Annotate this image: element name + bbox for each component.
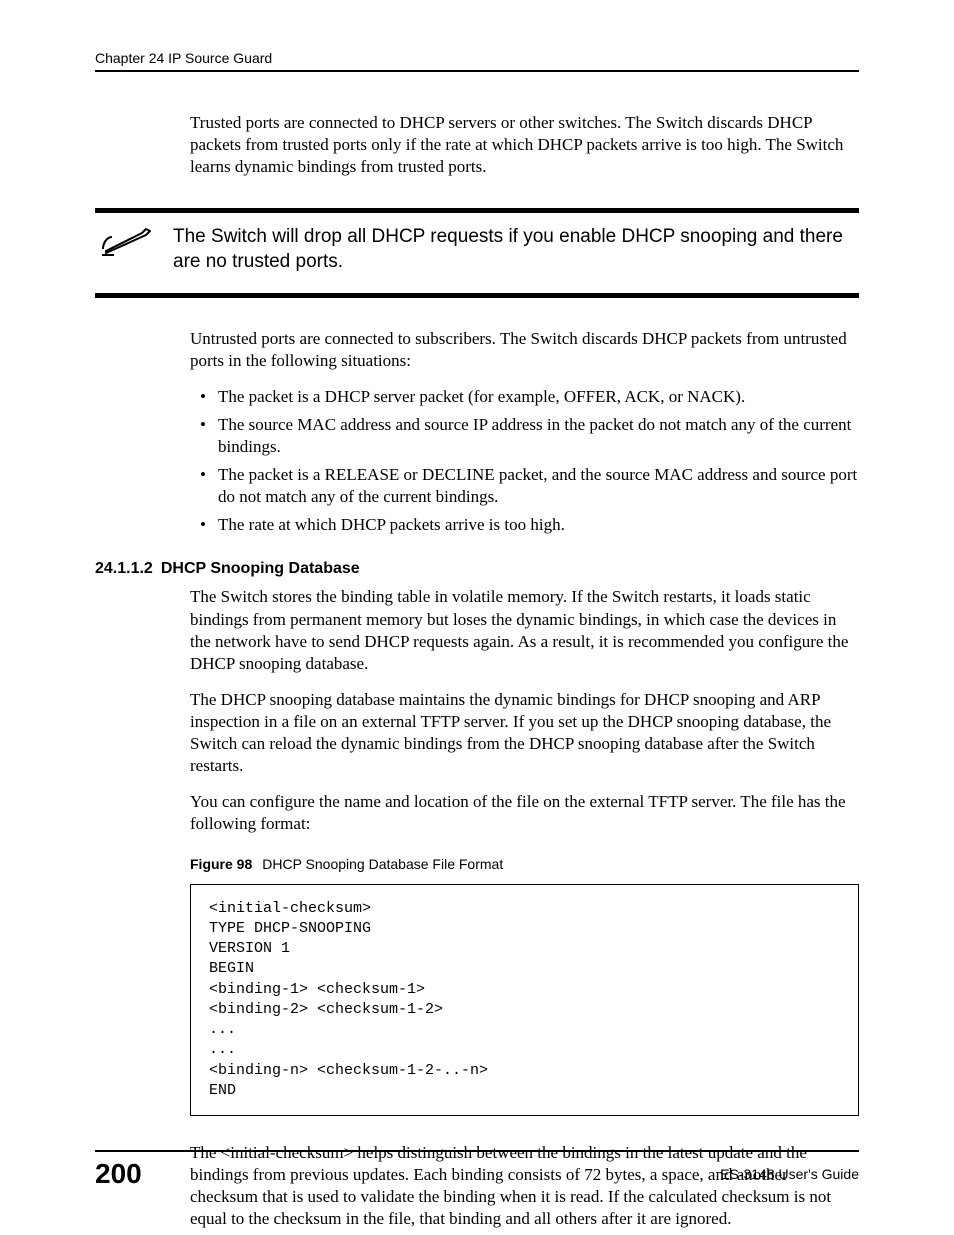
page-number: 200 — [95, 1158, 142, 1190]
subsection-number: 24.1.1.2 — [95, 560, 153, 577]
paragraph-untrusted-ports: Untrusted ports are connected to subscri… — [190, 328, 859, 372]
paragraph-trusted-ports: Trusted ports are connected to DHCP serv… — [190, 112, 859, 178]
figure-label: Figure 98 — [190, 856, 252, 872]
note-rule-bottom — [95, 293, 859, 298]
body-content-3: The Switch stores the binding table in v… — [190, 586, 859, 1230]
subsection-heading: 24.1.1.2 DHCP Snooping Database — [95, 560, 859, 578]
figure-caption-text: DHCP Snooping Database File Format — [262, 856, 503, 872]
note-inner: The Switch will drop all DHCP requests i… — [95, 213, 859, 292]
page: Chapter 24 IP Source Guard Trusted ports… — [0, 0, 954, 1235]
guide-name: ES-3148 User's Guide — [720, 1166, 859, 1182]
subsection-title: DHCP Snooping Database — [161, 560, 360, 577]
untrusted-bullet-list: The packet is a DHCP server packet (for … — [190, 386, 859, 537]
paragraph-db-3: You can configure the name and location … — [190, 791, 859, 835]
list-item: The source MAC address and source IP add… — [190, 414, 859, 458]
page-footer: 200 ES-3148 User's Guide — [95, 1150, 859, 1190]
body-content-2: Untrusted ports are connected to subscri… — [190, 328, 859, 537]
list-item: The rate at which DHCP packets arrive is… — [190, 514, 859, 536]
note-box: The Switch will drop all DHCP requests i… — [95, 208, 859, 297]
paragraph-db-1: The Switch stores the binding table in v… — [190, 586, 859, 674]
running-header-text: Chapter 24 IP Source Guard — [95, 50, 272, 66]
handwriting-note-icon — [100, 223, 155, 264]
paragraph-db-2: The DHCP snooping database maintains the… — [190, 689, 859, 777]
figure-caption: Figure 98 DHCP Snooping Database File For… — [190, 855, 859, 873]
body-content: Trusted ports are connected to DHCP serv… — [190, 112, 859, 178]
list-item: The packet is a RELEASE or DECLINE packe… — [190, 464, 859, 508]
note-text: The Switch will drop all DHCP requests i… — [173, 225, 859, 274]
code-box: <initial-checksum> TYPE DHCP-SNOOPING VE… — [190, 884, 859, 1117]
running-header: Chapter 24 IP Source Guard — [95, 50, 859, 72]
list-item: The packet is a DHCP server packet (for … — [190, 386, 859, 408]
